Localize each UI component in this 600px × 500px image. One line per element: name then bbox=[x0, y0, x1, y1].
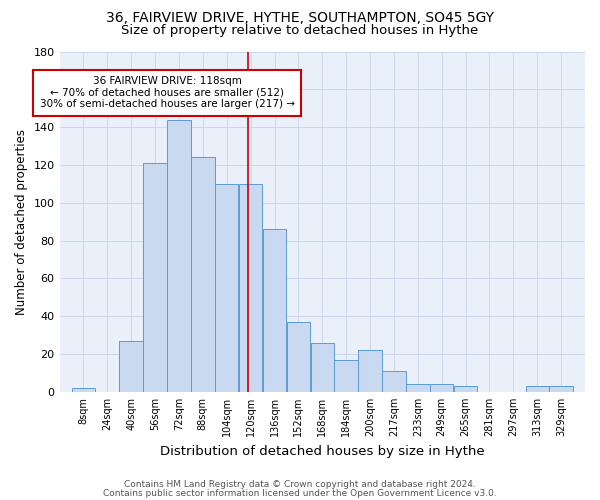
Bar bbox=[143, 163, 167, 392]
Bar bbox=[263, 230, 286, 392]
Bar bbox=[191, 158, 215, 392]
Bar bbox=[72, 388, 95, 392]
Bar bbox=[430, 384, 454, 392]
Bar bbox=[167, 120, 191, 392]
Bar bbox=[382, 371, 406, 392]
Text: Contains HM Land Registry data © Crown copyright and database right 2024.: Contains HM Land Registry data © Crown c… bbox=[124, 480, 476, 489]
Bar bbox=[454, 386, 477, 392]
Bar bbox=[550, 386, 573, 392]
Text: 36 FAIRVIEW DRIVE: 118sqm
← 70% of detached houses are smaller (512)
30% of semi: 36 FAIRVIEW DRIVE: 118sqm ← 70% of detac… bbox=[40, 76, 295, 110]
Bar bbox=[239, 184, 262, 392]
Bar bbox=[334, 360, 358, 392]
Y-axis label: Number of detached properties: Number of detached properties bbox=[15, 128, 28, 314]
Text: 36, FAIRVIEW DRIVE, HYTHE, SOUTHAMPTON, SO45 5GY: 36, FAIRVIEW DRIVE, HYTHE, SOUTHAMPTON, … bbox=[106, 11, 494, 25]
Bar bbox=[406, 384, 430, 392]
Bar bbox=[215, 184, 238, 392]
Text: Contains public sector information licensed under the Open Government Licence v3: Contains public sector information licen… bbox=[103, 489, 497, 498]
Bar bbox=[287, 322, 310, 392]
Bar bbox=[526, 386, 549, 392]
X-axis label: Distribution of detached houses by size in Hythe: Distribution of detached houses by size … bbox=[160, 444, 485, 458]
Text: Size of property relative to detached houses in Hythe: Size of property relative to detached ho… bbox=[121, 24, 479, 37]
Bar bbox=[358, 350, 382, 392]
Bar bbox=[311, 343, 334, 392]
Bar bbox=[119, 341, 143, 392]
